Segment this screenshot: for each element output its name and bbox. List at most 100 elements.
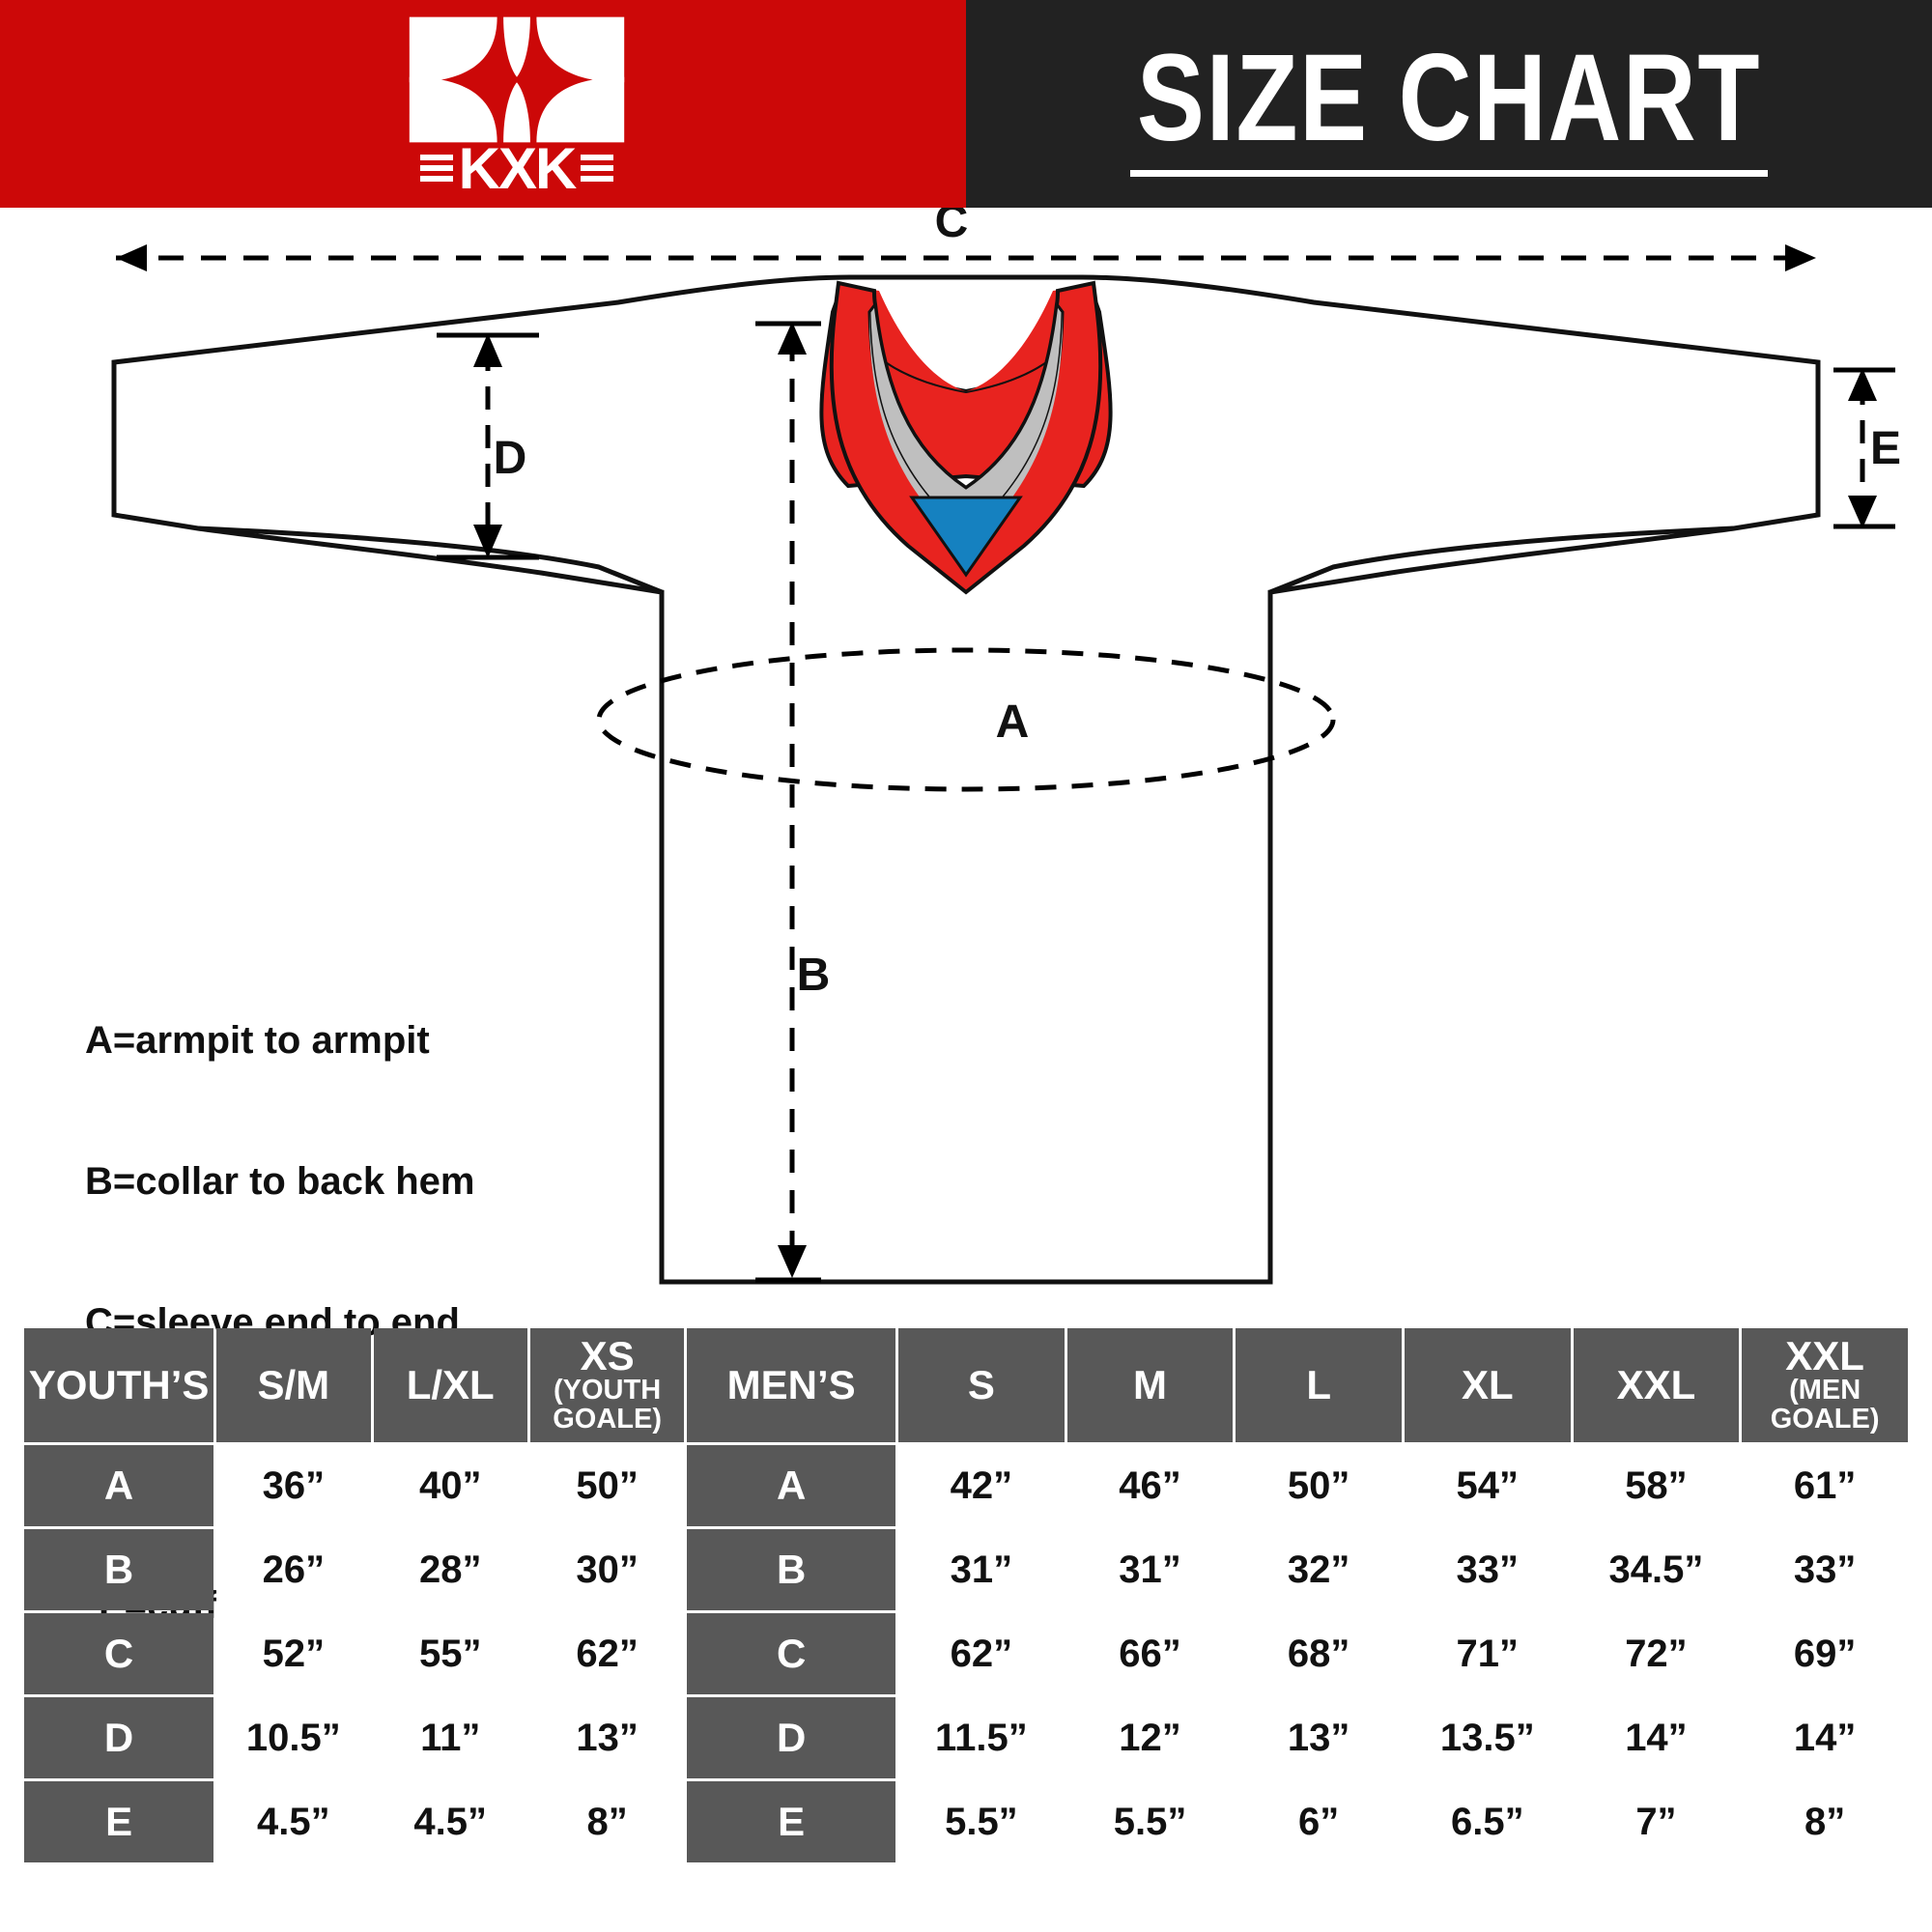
cell-mens-c-0: 62” xyxy=(898,1613,1065,1694)
kxk-logo: KXK xyxy=(391,13,642,201)
row-label-youth-d: D xyxy=(24,1697,214,1778)
label-e: E xyxy=(1870,423,1901,474)
cell-youth-e-1: 4.5” xyxy=(373,1781,527,1862)
logo-bars-right-icon xyxy=(581,155,614,182)
jersey-outline xyxy=(111,274,1821,1285)
collar-top-band xyxy=(842,285,1090,391)
cell-mens-a-4: 58” xyxy=(1573,1445,1740,1526)
cell-youth-c-1: 55” xyxy=(373,1613,527,1694)
row-label-youth-b: B xyxy=(24,1529,214,1610)
header-mens-l-main: L xyxy=(1306,1362,1331,1407)
cell-mens-a-3: 54” xyxy=(1404,1445,1571,1526)
cell-mens-a-0: 42” xyxy=(898,1445,1065,1526)
cell-mens-c-1: 66” xyxy=(1066,1613,1234,1694)
cell-mens-b-2: 32” xyxy=(1236,1529,1402,1610)
cell-mens-d-3: 13.5” xyxy=(1404,1697,1571,1778)
cell-mens-d-2: 13” xyxy=(1236,1697,1402,1778)
table-row: E 4.5” 4.5” 8” E 5.5” 5.5” 6” 6.5” 7” 8” xyxy=(24,1781,1908,1862)
legend-line-a: A=armpit to armpit xyxy=(85,1018,430,1062)
cell-mens-c-2: 68” xyxy=(1236,1613,1402,1694)
row-label-youth-e: E xyxy=(24,1781,214,1862)
cell-youth-e-2: 8” xyxy=(529,1781,685,1862)
cell-youth-a-0: 36” xyxy=(216,1445,371,1526)
cell-youth-d-2: 13” xyxy=(529,1697,685,1778)
label-d: D xyxy=(494,433,527,484)
cell-mens-b-5: 33” xyxy=(1742,1529,1908,1610)
page-title: SIZE CHART xyxy=(1136,29,1762,167)
header-mens-xxlg-sub: (MEN GOALE) xyxy=(1770,1375,1880,1435)
header-youth-lxl-main: L/XL xyxy=(406,1362,495,1407)
cell-mens-d-4: 14” xyxy=(1573,1697,1740,1778)
row-label-youth-a: A xyxy=(24,1445,214,1526)
header-mens-m-main: M xyxy=(1133,1362,1168,1407)
header-mens-s: S xyxy=(898,1328,1065,1442)
cell-mens-e-4: 7” xyxy=(1573,1781,1740,1862)
header-youth-lxl: L/XL xyxy=(373,1328,527,1442)
label-a: A xyxy=(996,696,1030,748)
cell-youth-b-2: 30” xyxy=(529,1529,685,1610)
cell-mens-b-1: 31” xyxy=(1066,1529,1234,1610)
cell-youth-a-1: 40” xyxy=(373,1445,527,1526)
kxk-wordmark: KXK xyxy=(419,135,614,201)
row-label-mens-d: D xyxy=(687,1697,896,1778)
jersey-right-underarm-seam xyxy=(1269,526,1735,595)
cell-mens-d-1: 12” xyxy=(1066,1697,1234,1778)
cell-mens-d-5: 14” xyxy=(1742,1697,1908,1778)
logo-bars-left-icon xyxy=(419,155,453,182)
page-header: KXK SIZE CHART xyxy=(0,0,1932,208)
header-mens-m: M xyxy=(1066,1328,1234,1442)
header-mens-xl: XL xyxy=(1404,1328,1571,1442)
cell-mens-c-5: 69” xyxy=(1742,1613,1908,1694)
dimension-d xyxy=(437,332,539,560)
row-label-youth-c: C xyxy=(24,1613,214,1694)
cell-mens-a-1: 46” xyxy=(1066,1445,1234,1526)
row-label-mens-e: E xyxy=(687,1781,896,1862)
cell-youth-b-1: 28” xyxy=(373,1529,527,1610)
row-label-mens-b: B xyxy=(687,1529,896,1610)
cell-mens-a-5: 61” xyxy=(1742,1445,1908,1526)
header-youth-sm: S/M xyxy=(216,1328,371,1442)
header-youth-xs-goalie: XS (YOUTH GOALE) xyxy=(529,1328,685,1442)
row-label-mens-c: C xyxy=(687,1613,896,1694)
dimension-c xyxy=(116,244,1816,271)
label-c: C xyxy=(935,208,969,247)
header-youth-xs-main: XS xyxy=(580,1333,635,1379)
jersey-diagram-svg: C D xyxy=(111,208,1901,1285)
header-youth-xs-sub: (YOUTH GOALE) xyxy=(553,1375,662,1435)
collar-tip xyxy=(909,496,1023,578)
header-youth-sm-main: S/M xyxy=(257,1362,330,1407)
cell-mens-b-3: 33” xyxy=(1404,1529,1571,1610)
dimension-a xyxy=(596,647,1336,792)
cell-youth-b-0: 26” xyxy=(216,1529,371,1610)
collar-inner-body xyxy=(869,312,1063,548)
table-row: C 52” 55” 62” C 62” 66” 68” 71” 72” 69” xyxy=(24,1613,1908,1694)
table-row: D 10.5” 11” 13” D 11.5” 12” 13” 13.5” 14… xyxy=(24,1697,1908,1778)
label-b: B xyxy=(797,950,831,1001)
header-mens: MEN’S xyxy=(687,1328,896,1442)
header-mens-xxl-main: XXL xyxy=(1616,1362,1696,1407)
size-table-wrap: YOUTH’S S/M L/XL XS (YOUTH GOALE) MEN’S … xyxy=(21,1325,1911,1865)
cell-youth-a-2: 50” xyxy=(529,1445,685,1526)
cell-mens-b-4: 34.5” xyxy=(1573,1529,1740,1610)
cell-mens-b-0: 31” xyxy=(898,1529,1065,1610)
size-table: YOUTH’S S/M L/XL XS (YOUTH GOALE) MEN’S … xyxy=(21,1325,1911,1865)
header-youth: YOUTH’S xyxy=(24,1328,214,1442)
kxk-wordmark-text: KXK xyxy=(458,135,578,201)
cell-mens-e-2: 6” xyxy=(1236,1781,1402,1862)
cell-youth-e-0: 4.5” xyxy=(216,1781,371,1862)
title-panel: SIZE CHART xyxy=(966,0,1932,208)
cell-youth-c-0: 52” xyxy=(216,1613,371,1694)
cell-mens-e-0: 5.5” xyxy=(898,1781,1065,1862)
cell-youth-d-1: 11” xyxy=(373,1697,527,1778)
row-label-mens-a: A xyxy=(687,1445,896,1526)
jersey-diagram: C D xyxy=(0,208,1932,1299)
header-mens-s-main: S xyxy=(967,1362,995,1407)
cell-mens-e-3: 6.5” xyxy=(1404,1781,1571,1862)
kxk-emblem-icon xyxy=(409,16,625,142)
header-mens-xxlg-main: XXL xyxy=(1785,1333,1864,1379)
header-mens-xxl-goalie: XXL (MEN GOALE) xyxy=(1742,1328,1908,1442)
cell-mens-a-2: 50” xyxy=(1236,1445,1402,1526)
title-underline xyxy=(1130,170,1768,177)
cell-youth-c-2: 62” xyxy=(529,1613,685,1694)
table-header-row: YOUTH’S S/M L/XL XS (YOUTH GOALE) MEN’S … xyxy=(24,1328,1908,1442)
